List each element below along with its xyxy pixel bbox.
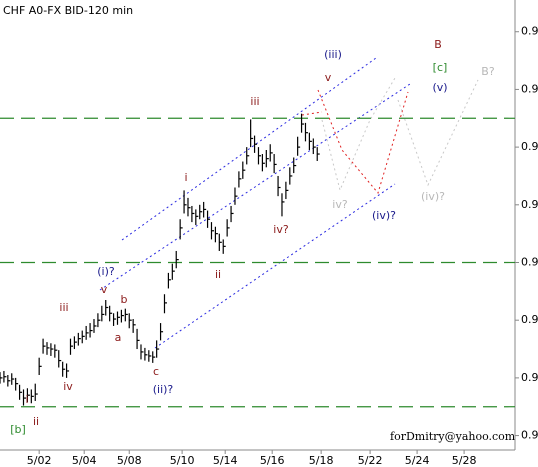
wave-label: v <box>101 283 108 296</box>
x-tick-label: 5/14 <box>213 454 238 467</box>
projection-gray <box>321 77 396 192</box>
wave-label: (iv)? <box>372 209 396 222</box>
x-tick-label: 5/24 <box>405 454 430 467</box>
wave-label: iii <box>59 301 68 314</box>
channel-line <box>154 183 396 349</box>
wave-label: i <box>184 171 187 184</box>
credit: forDmitry@yahoo.com <box>390 430 516 443</box>
wave-label: iv <box>63 380 73 393</box>
x-tick-label: 5/08 <box>117 454 142 467</box>
x-tick-label: 5/18 <box>309 454 334 467</box>
wave-label: c <box>153 365 159 378</box>
wave-label: ii <box>33 415 39 428</box>
wave-label: ii <box>215 268 221 281</box>
chart-title: CHF A0-FX BID-120 min <box>3 4 133 17</box>
wave-label: B <box>434 38 442 51</box>
wave-label: B? <box>481 65 495 78</box>
wave-label: (iv)? <box>421 190 445 203</box>
wave-label: [b] <box>10 423 26 436</box>
wave-label: (iii) <box>324 48 342 61</box>
wave-label: iv? <box>273 223 289 236</box>
y-tick-label: 0.95 <box>521 256 538 269</box>
wave-label: b <box>121 293 128 306</box>
x-tick-label: 5/04 <box>72 454 97 467</box>
y-tick-label: 0.99 <box>521 25 538 38</box>
y-tick-label: 0.98 <box>521 82 538 95</box>
wave-label: v <box>325 71 332 84</box>
wave-label: a <box>115 331 122 344</box>
y-tick-label: 0.94 <box>521 313 538 326</box>
projection-red <box>301 111 323 116</box>
x-tick-label: 5/16 <box>260 454 285 467</box>
wave-label: [c] <box>433 61 448 74</box>
wave-label: (ii)? <box>153 383 174 396</box>
x-tick-label: 5/22 <box>358 454 383 467</box>
y-tick-label: 0.96 <box>521 198 538 211</box>
wave-label: (i)? <box>97 265 115 278</box>
wave-label: (v) <box>432 81 447 94</box>
x-tick-label: 5/28 <box>452 454 477 467</box>
y-tick-label: 0.97 <box>521 140 538 153</box>
y-tick-label: 0.93 <box>521 371 538 384</box>
y-tick-label: 0.92 <box>521 429 538 442</box>
x-tick-label: 5/10 <box>170 454 195 467</box>
channel-line <box>121 57 377 241</box>
x-tick-label: 5/02 <box>27 454 52 467</box>
wave-label: iv? <box>332 198 348 211</box>
projection-gray <box>397 79 479 187</box>
wave-label: i <box>25 393 28 406</box>
wave-label: iii <box>250 95 259 108</box>
